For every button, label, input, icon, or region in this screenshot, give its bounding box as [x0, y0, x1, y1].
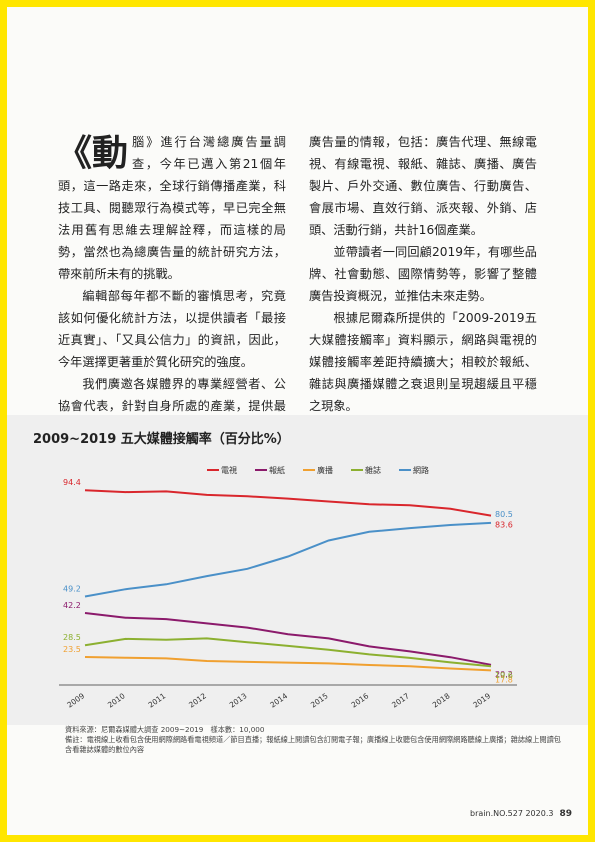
value-label: 83.6: [495, 521, 513, 530]
x-tick-label: 2015: [309, 691, 330, 709]
x-tick-label: 2011: [147, 691, 168, 709]
series-line: [84, 521, 492, 598]
source: 資料來源：尼爾森媒體大調查 2009~2019 樣本數：10,000: [65, 725, 265, 734]
issue: brain.NO.527 2020.3: [470, 809, 554, 818]
footer: brain.NO.527 2020.3 89: [470, 809, 572, 819]
series-line: [84, 612, 492, 666]
drop-cap: 《動: [56, 132, 129, 174]
x-tick-label: 2014: [268, 691, 289, 709]
x-tick-label: 2012: [187, 691, 208, 709]
remark: 備註：電視線上收看包含使用網際網路看電視頻道／節目直播；報紙線上閱讀包含訂閱電子…: [65, 735, 561, 754]
value-label: 94.4: [63, 478, 81, 487]
chart-background: [7, 415, 588, 725]
x-tick-label: 2017: [390, 691, 411, 709]
value-label: 49.2: [63, 585, 81, 594]
x-tick-label: 2009: [65, 691, 86, 709]
paragraph: 廣告量的情報，包括：廣告代理、無線電視、有線電視、報紙、雜誌、廣播、廣告製片、戶…: [309, 135, 537, 237]
right-column: 廣告量的情報，包括：廣告代理、無線電視、有線電視、報紙、雜誌、廣播、廣告製片、戶…: [309, 131, 537, 417]
chart: 2009~2019 五大媒體接觸率（百分比%） 電視 報紙 廣播 雜誌 網路 2009 20…: [33, 431, 517, 710]
paper: 《動 腦》進行台灣總廣告量調查，今年已邁入第21個年頭，這一路走來，全球行銷傳播產…: [7, 7, 588, 835]
x-tick-label: 2013: [228, 691, 249, 709]
chart-title: 2009~2019 五大媒體接觸率（百分比%）: [33, 431, 290, 447]
value-label: 42.2: [63, 601, 81, 610]
legend-label: 報紙: [269, 465, 285, 475]
value-label: 28.5: [63, 633, 81, 642]
x-tick-label: 2018: [431, 691, 452, 709]
series-line: [84, 637, 492, 668]
value-label: 80.5: [495, 510, 513, 519]
value-label: 23.5: [63, 645, 81, 654]
page-number: 89: [559, 809, 572, 819]
value-label: 19.6: [495, 671, 513, 680]
series-line: [84, 656, 492, 672]
legend-label: 廣播: [317, 465, 333, 475]
paragraph-text: 腦》進行台灣總廣告量調查，今年已邁入第21個年頭，這一路走來，全球行銷傳播產業，…: [58, 135, 286, 281]
value-label: 17.8: [495, 675, 513, 684]
paragraph: 並帶讀者一同回顧2019年，有哪些品牌、社會動態、國際情勢等，影響了整體廣告投資…: [309, 245, 537, 303]
x-tick-label: 2016: [350, 691, 371, 709]
paragraph: 《動 腦》進行台灣總廣告量調查，今年已邁入第21個年頭，這一路走來，全球行銷傳播產…: [56, 131, 286, 285]
x-tick-label: 2019: [471, 691, 492, 709]
legend-label: 電視: [221, 466, 237, 475]
paragraph: 編輯部每年都不斷的審慎思考，究竟該如何優化統計方法，以提供讀者「最接近真實」、「…: [58, 289, 286, 369]
value-label: 20.2: [495, 670, 513, 679]
left-column: 《動 腦》進行台灣總廣告量調查，今年已邁入第21個年頭，這一路走來，全球行銷傳播產…: [56, 131, 286, 439]
legend-label: 網路: [413, 465, 429, 475]
x-tick-label: 2010: [106, 691, 127, 709]
legend-label: 雜誌: [365, 465, 381, 475]
paragraph: 根據尼爾森所提供的「2009-2019五大媒體接觸率」資料顯示，網路與電視的媒體…: [309, 311, 537, 413]
series-line: [84, 489, 492, 517]
